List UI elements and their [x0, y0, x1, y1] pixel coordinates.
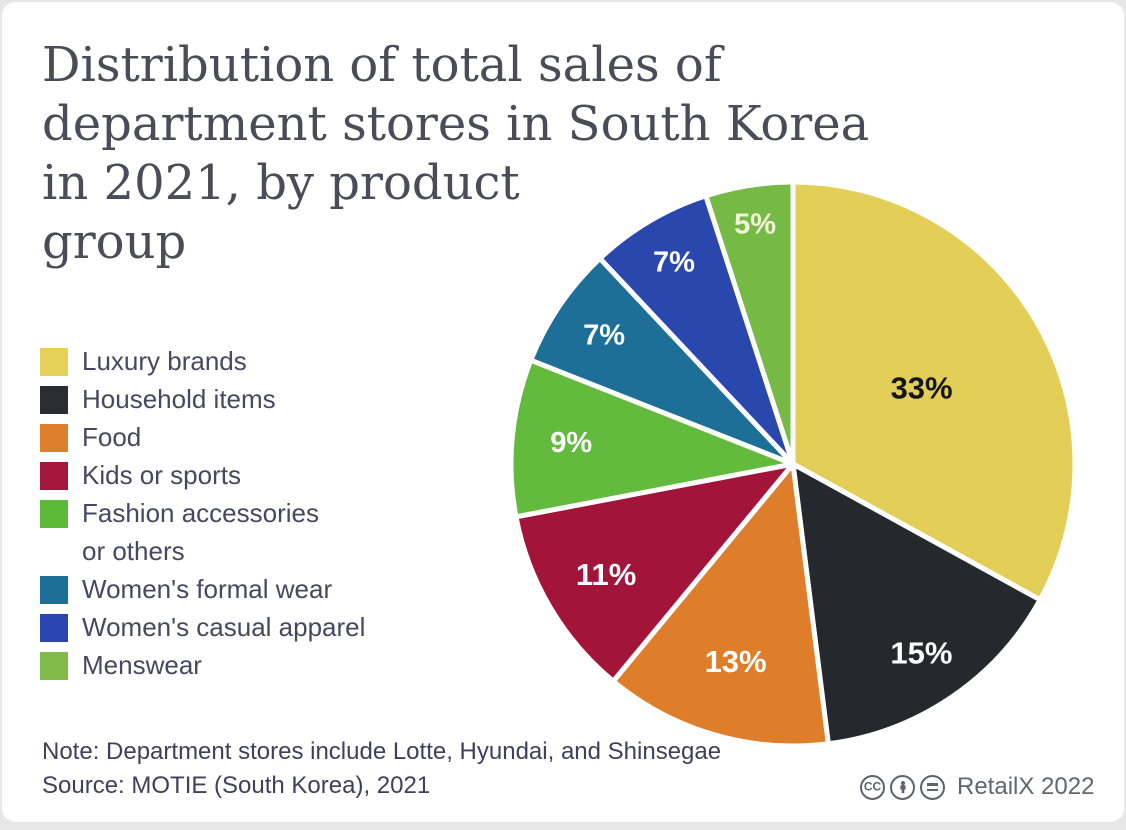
chart-title-line: in 2021, by product: [42, 155, 520, 211]
legend-item-label: Women's formal wear: [82, 574, 333, 604]
footer-notes: Note: Department stores include Lotte, H…: [42, 735, 721, 803]
legend-swatch: [40, 576, 68, 604]
legend-item: Household items: [40, 380, 365, 418]
chart-title-line: Distribution of total sales of: [42, 37, 722, 93]
legend-swatch: [40, 424, 68, 452]
legend-swatch: [40, 386, 68, 414]
legend-item: Kids or sports: [40, 456, 365, 494]
pie-chart-svg: 33% 15% 13% 11% 9% 7% 7% 5%: [508, 179, 1078, 749]
legend-item: Women's casual apparel: [40, 608, 365, 646]
legend-swatch: [40, 614, 68, 642]
pie-slice-percent-label: 7%: [653, 247, 695, 279]
legend-item-label: Menswear: [82, 650, 202, 680]
legend-swatch: [40, 348, 68, 376]
legend-item: Fashion accessories or others: [40, 494, 365, 570]
pie-slice-percent-label: 9%: [550, 427, 592, 459]
legend-item: Women's formal wear: [40, 570, 365, 608]
attribution-label: RetailX 2022: [957, 773, 1095, 800]
legend-item-label: Kids or sports: [82, 460, 241, 490]
pie-slice-food: [610, 461, 831, 749]
chart-title: Distribution of total sales of departmen…: [42, 36, 962, 272]
chart-title-line: department stores in South Korea: [42, 96, 870, 152]
pie-slice-percent-label: 33%: [891, 370, 953, 405]
legend-item-label: Luxury brands: [82, 346, 247, 376]
chart-title-line: group: [42, 214, 187, 270]
pie-slice-kids-or-sports: [513, 461, 796, 684]
legend-item-label: Food: [82, 422, 142, 452]
legend-swatch: [40, 462, 68, 490]
legend-item: Food: [40, 418, 365, 456]
legend: Luxury brands Household items Food Kids or …: [40, 342, 365, 684]
cc-icon: CC: [860, 774, 885, 800]
legend-item: Luxury brands: [40, 342, 365, 380]
legend-item: Menswear: [40, 646, 365, 684]
pie-slice-percent-label: 7%: [583, 320, 625, 352]
equals-icon: [920, 774, 945, 800]
attribution-person-icon: [890, 774, 915, 800]
pie-slice-household-items: [790, 461, 1043, 747]
pie-slice-percent-label: 5%: [734, 209, 776, 241]
pie-slice-percent-label: 11%: [576, 557, 636, 592]
source-line: Source: MOTIE (South Korea), 2021: [42, 772, 431, 799]
pie-slice-percent-label: 13%: [705, 644, 767, 679]
legend-swatch: [40, 500, 68, 528]
pie-slice-menswear: [703, 179, 796, 467]
pie-slice-percent-label: 15%: [890, 635, 952, 670]
pie-chart: 33% 15% 13% 11% 9% 7% 7% 5%: [493, 164, 1093, 764]
note-line: Note: Department stores include Lotte, H…: [42, 738, 722, 765]
legend-item-label: Fashion accessories or others: [82, 498, 319, 566]
legend-item-label: Household items: [82, 384, 276, 414]
license-attribution: CC RetailX 2022: [860, 773, 1094, 801]
legend-swatch: [40, 652, 68, 680]
pie-slice-fashion-accessories-or-others: [508, 357, 796, 520]
legend-item-label: Women's casual apparel: [82, 612, 366, 642]
pie-slice-luxury-brands: [790, 179, 1078, 603]
